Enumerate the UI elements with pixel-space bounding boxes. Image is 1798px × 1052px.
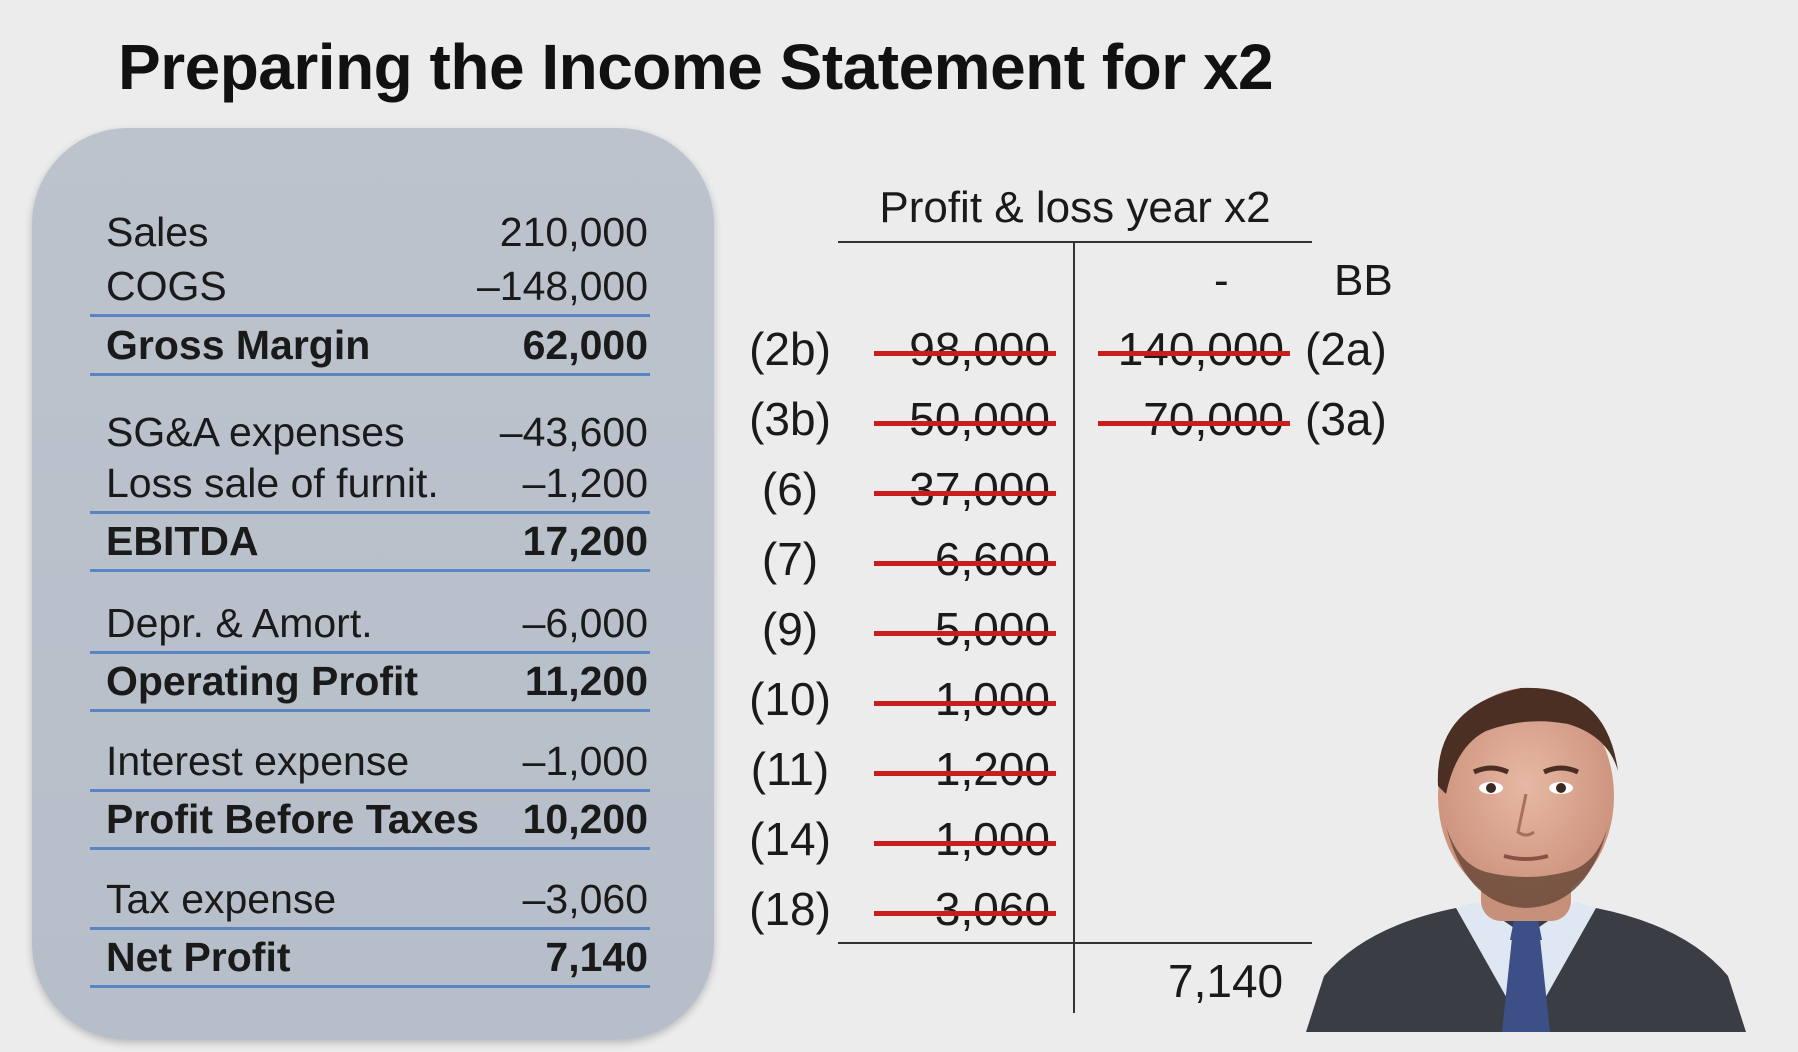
debit-amount: 1,200 <box>874 742 1056 796</box>
debit-ref: (11) <box>750 743 830 795</box>
is-label: Net Profit <box>106 934 291 980</box>
is-row-loss-sale: Loss sale of furnit. –1,200 <box>90 458 650 514</box>
is-label: EBITDA <box>106 518 259 564</box>
is-row-depr: Depr. & Amort. –6,000 <box>90 598 650 654</box>
is-value: 10,200 <box>522 796 648 842</box>
debit-ref: (10) <box>749 673 831 725</box>
is-row-sga: SG&A expenses –43,600 <box>90 404 650 460</box>
is-value: 210,000 <box>499 209 648 255</box>
debit-ref: (3b) <box>749 393 831 445</box>
is-value: –1,200 <box>522 460 648 506</box>
debit-ref: (9) <box>761 603 819 655</box>
is-value: 11,200 <box>524 658 648 704</box>
credit-amount: 140,000 <box>1098 322 1290 376</box>
credit-total: 7,140 <box>1168 955 1284 1007</box>
credit-ref: (3a) <box>1305 393 1387 445</box>
debit-amount: 50,000 <box>874 392 1056 446</box>
is-label: Loss sale of furnit. <box>106 460 439 506</box>
is-label: Depr. & Amort. <box>106 600 373 646</box>
is-row-tax: Tax expense –3,060 <box>90 874 650 930</box>
debit-ref: (2b) <box>749 323 831 375</box>
credit-header-ref: BB <box>1334 256 1393 305</box>
is-row-gross-margin: Gross Margin 62,000 <box>90 320 650 376</box>
is-row-operating-profit: Operating Profit 11,200 <box>90 656 650 712</box>
debit-amount: 1,000 <box>874 812 1056 866</box>
debit-amount: 3,060 <box>874 882 1056 936</box>
is-value: –6,000 <box>522 600 648 646</box>
is-row-net-profit: Net Profit 7,140 <box>90 932 650 988</box>
debit-ref: (7) <box>761 533 819 585</box>
is-row-ebitda: EBITDA 17,200 <box>90 516 650 572</box>
is-label: Profit Before Taxes <box>106 796 479 842</box>
credit-amount: 70,000 <box>1098 392 1290 446</box>
slide-title: Preparing the Income Statement for x2 <box>118 31 1274 103</box>
debit-ref: (6) <box>761 463 819 515</box>
debit-amount: 98,000 <box>874 322 1056 376</box>
is-row-interest: Interest expense –1,000 <box>90 736 650 792</box>
is-value: 17,200 <box>522 518 648 564</box>
is-value: –1,000 <box>522 738 648 784</box>
is-value: –148,000 <box>476 263 648 309</box>
is-value: 7,140 <box>545 934 648 980</box>
is-row-cogs: COGS –148,000 <box>90 261 650 317</box>
is-label: Operating Profit <box>106 658 419 704</box>
is-label: COGS <box>106 263 227 309</box>
is-row-pbt: Profit Before Taxes 10,200 <box>90 794 650 850</box>
is-value: –3,060 <box>522 876 648 922</box>
debit-ref: (14) <box>749 813 831 865</box>
is-label: Gross Margin <box>106 322 371 368</box>
is-value: –43,600 <box>499 409 648 455</box>
is-row-sales: Sales 210,000 <box>90 204 650 260</box>
t-account-divider <box>1073 243 1075 1013</box>
is-label: SG&A expenses <box>106 409 405 455</box>
credit-header-amount: - <box>1214 256 1229 305</box>
credit-ref: (2a) <box>1305 323 1387 375</box>
is-value: 62,000 <box>522 322 648 368</box>
debit-amount: 1,000 <box>874 672 1056 726</box>
t-account-title: Profit & loss year x2 <box>879 183 1271 232</box>
debit-ref: (18) <box>749 883 831 935</box>
debit-amount: 6,600 <box>874 532 1056 586</box>
presenter-video <box>1306 687 1746 1032</box>
is-label: Interest expense <box>106 738 410 784</box>
t-account-total-rule <box>838 942 1312 944</box>
income-statement-panel <box>32 128 714 1040</box>
is-label: Sales <box>106 209 209 255</box>
is-label: Tax expense <box>106 876 337 922</box>
t-account-top-rule <box>838 241 1312 243</box>
debit-amount: 5,000 <box>874 602 1056 656</box>
debit-amount: 37,000 <box>874 462 1056 516</box>
